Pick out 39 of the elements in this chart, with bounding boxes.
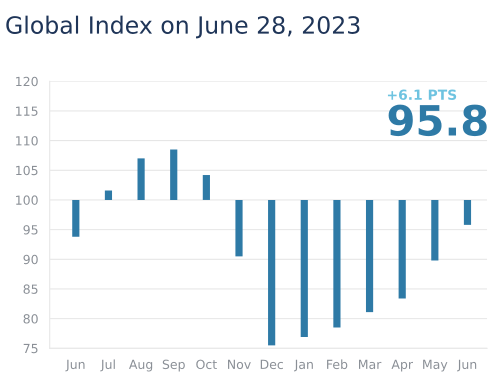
bar	[104, 190, 112, 200]
bar	[72, 200, 80, 237]
bar	[464, 200, 472, 225]
bar	[138, 158, 145, 200]
x-tick-label: Jan	[294, 360, 313, 372]
x-tick-label: Feb	[327, 359, 348, 370]
bar	[431, 200, 438, 260]
bar	[268, 200, 276, 346]
x-tick-label: Dec	[260, 360, 283, 370]
y-tick-label: 90	[23, 254, 38, 264]
x-tick-label: Nov	[228, 360, 251, 370]
annotation: +6.1 PTS	[388, 89, 456, 100]
y-tick-label: 110	[16, 136, 38, 146]
bar	[170, 150, 178, 200]
x-tick-label: May	[423, 360, 448, 372]
y-tick-label: 105	[16, 166, 38, 176]
x-tick-label: Sep	[162, 360, 185, 372]
y-tick-label: 95	[23, 225, 38, 235]
x-tick-label: Jul	[100, 359, 115, 372]
y-tick-label: 75	[24, 344, 38, 354]
y-tick-label: 85	[24, 284, 38, 294]
x-tick-label: Oct	[196, 360, 217, 370]
y-tick-label: 80	[24, 314, 38, 324]
bar	[235, 200, 243, 256]
x-tick-label: Jun	[457, 360, 476, 372]
y-tick-label: 100	[16, 195, 38, 205]
bar	[333, 200, 341, 328]
y-tick-label: 120	[16, 76, 38, 86]
x-tick-label: Jun	[65, 360, 85, 372]
annotation: 95.8	[388, 104, 487, 136]
bar	[366, 200, 374, 312]
x-tick-label: Mar	[358, 360, 382, 370]
x-tick-label: Aug	[128, 360, 152, 372]
bar	[300, 200, 308, 338]
bar	[398, 200, 406, 298]
y-tick-label: 115	[16, 106, 38, 116]
bar	[202, 175, 210, 200]
x-tick-label: Apr	[391, 360, 414, 372]
chart-title: Global Index on June 28, 2023	[6, 16, 360, 38]
